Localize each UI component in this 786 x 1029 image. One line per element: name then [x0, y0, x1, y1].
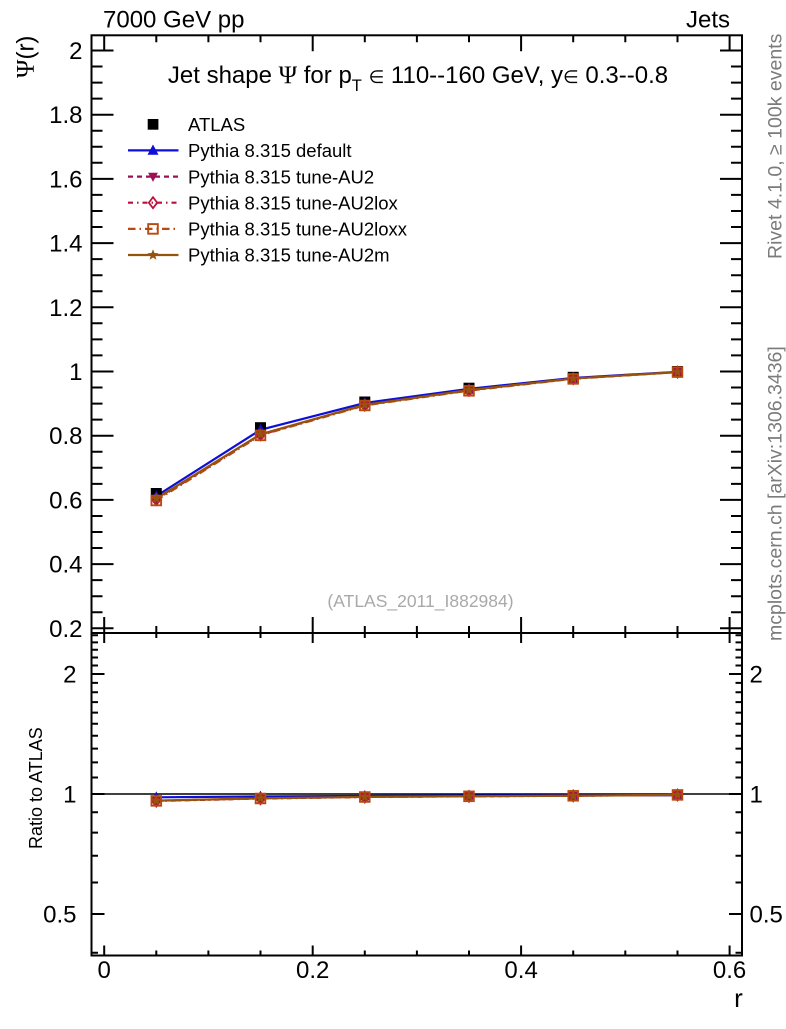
- svg-text:1.2: 1.2: [49, 295, 82, 322]
- svg-text:(ATLAS_2011_I882984): (ATLAS_2011_I882984): [327, 591, 513, 612]
- svg-text:1.8: 1.8: [49, 102, 82, 129]
- svg-text:1.4: 1.4: [49, 231, 82, 258]
- svg-text:r: r: [734, 983, 743, 1013]
- svg-text:Pythia 8.315 tune-AU2: Pythia 8.315 tune-AU2: [188, 166, 374, 187]
- svg-text:Pythia 8.315 tune-AU2lox: Pythia 8.315 tune-AU2lox: [188, 192, 399, 213]
- svg-text:0.4: 0.4: [504, 957, 537, 984]
- svg-text:Ψ(r): Ψ(r): [13, 36, 40, 78]
- svg-text:Pythia 8.315 tune-AU2loxx: Pythia 8.315 tune-AU2loxx: [188, 219, 408, 240]
- svg-text:1.6: 1.6: [49, 166, 82, 193]
- svg-text:0: 0: [98, 957, 111, 984]
- svg-text:0.6: 0.6: [713, 957, 746, 984]
- svg-text:2: 2: [69, 38, 82, 65]
- svg-text:7000 GeV pp: 7000 GeV pp: [103, 7, 244, 34]
- svg-text:0.4: 0.4: [49, 552, 82, 579]
- svg-text:mcplots.cern.ch [arXiv:1306.34: mcplots.cern.ch [arXiv:1306.3436]: [765, 346, 786, 641]
- svg-text:2: 2: [63, 661, 76, 688]
- svg-text:ATLAS: ATLAS: [188, 114, 245, 135]
- svg-text:0.5: 0.5: [750, 902, 783, 929]
- svg-text:0.2: 0.2: [296, 957, 329, 984]
- svg-text:1: 1: [750, 782, 763, 809]
- svg-text:Jets: Jets: [686, 7, 730, 34]
- svg-text:Ratio to ATLAS: Ratio to ATLAS: [26, 727, 46, 849]
- svg-text:0.5: 0.5: [43, 902, 76, 929]
- svg-text:Pythia 8.315 tune-AU2m: Pythia 8.315 tune-AU2m: [188, 245, 390, 266]
- svg-text:1: 1: [63, 782, 76, 809]
- svg-text:Pythia 8.315 default: Pythia 8.315 default: [188, 140, 352, 161]
- svg-text:1: 1: [69, 359, 82, 386]
- svg-text:0.2: 0.2: [49, 616, 82, 643]
- svg-text:0.6: 0.6: [49, 487, 82, 514]
- svg-text:2: 2: [750, 661, 763, 688]
- svg-text:0.8: 0.8: [49, 423, 82, 450]
- svg-text:Rivet 4.1.0, ≥ 100k events: Rivet 4.1.0, ≥ 100k events: [765, 33, 786, 259]
